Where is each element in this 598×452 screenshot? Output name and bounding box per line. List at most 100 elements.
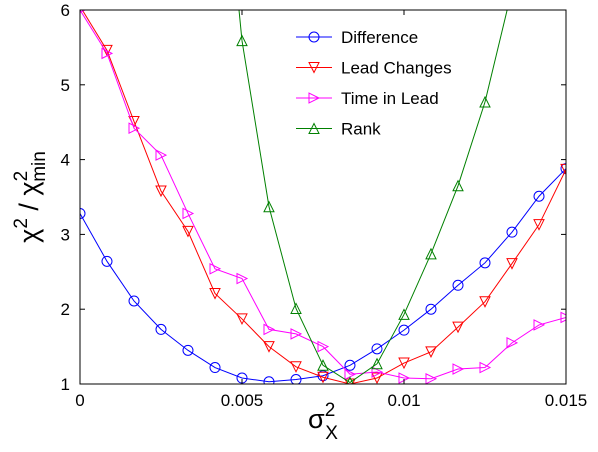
data-point	[182, 225, 194, 238]
data-point	[263, 376, 275, 384]
data-point	[101, 47, 114, 60]
data-point	[533, 319, 546, 331]
data-point	[263, 323, 276, 336]
data-point	[209, 362, 221, 374]
data-point	[80, 207, 86, 219]
data-point	[479, 95, 491, 108]
data-point	[452, 321, 464, 334]
data-point	[479, 361, 492, 374]
series-line	[80, 168, 566, 383]
legend: Difference Lead Changes Time in Lead Rank	[296, 28, 452, 139]
data-point	[533, 219, 545, 231]
data-point	[101, 44, 113, 57]
x-axis-title: σ2 X	[308, 400, 338, 444]
data-point	[155, 323, 167, 335]
data-point	[560, 163, 566, 175]
legend-label: Rank	[341, 120, 381, 139]
data-point	[182, 207, 195, 220]
data-point	[425, 372, 438, 384]
data-point	[317, 340, 330, 353]
data-point	[236, 34, 248, 47]
series-layer	[80, 10, 566, 384]
series-line	[241, 40, 486, 384]
x-tick-label: 0.01	[387, 391, 420, 410]
data-point	[506, 258, 518, 270]
data-point	[452, 179, 464, 192]
legend-label: Lead Changes	[341, 59, 452, 78]
data-point	[560, 311, 566, 324]
series-time-in-lead	[80, 10, 566, 384]
data-point	[506, 337, 519, 349]
y-tick-label: 3	[61, 225, 70, 244]
legend-label: Time in Lead	[341, 89, 439, 108]
y-tick-label: 2	[61, 300, 70, 319]
data-point	[560, 163, 566, 176]
data-point	[371, 343, 383, 355]
data-point	[263, 200, 275, 213]
legend-marker	[308, 31, 320, 43]
y-axis-title-num-base: χ	[14, 229, 44, 243]
data-point	[371, 357, 383, 370]
legend-item: Rank	[296, 120, 381, 139]
y-axis-title-den-sub: min	[29, 151, 50, 182]
series-rank	[236, 10, 508, 384]
series-difference	[80, 163, 566, 384]
y-axis-title-sep: /	[14, 196, 44, 219]
x-tick-label: 0.015	[545, 391, 588, 410]
data-point	[290, 302, 302, 314]
y-axis-title-den-base: χ	[14, 181, 44, 195]
data-point	[263, 341, 275, 353]
legend-marker	[308, 92, 321, 104]
data-point	[452, 363, 465, 375]
y-axis-title-den-sup: 2	[11, 171, 32, 182]
data-point	[506, 226, 518, 238]
y-axis-title: χ2 / χ2min	[11, 151, 50, 243]
data-point	[371, 372, 383, 384]
data-point	[317, 371, 329, 384]
data-point	[128, 295, 140, 307]
data-point	[101, 255, 113, 267]
data-point	[290, 361, 302, 373]
data-point	[317, 359, 329, 371]
data-point	[209, 262, 222, 275]
data-point	[425, 303, 437, 315]
data-point	[128, 122, 141, 134]
legend-marker	[308, 62, 320, 74]
data-point	[290, 328, 303, 340]
data-point	[346, 376, 354, 384]
data-point	[479, 257, 491, 269]
data-point	[344, 359, 356, 371]
data-point	[344, 378, 356, 384]
data-point	[479, 296, 491, 308]
series-line-extension	[238, 10, 243, 41]
data-point	[182, 344, 194, 356]
y-tick-label: 1	[61, 375, 70, 394]
y-tick-label: 4	[61, 151, 70, 170]
series-line-extension	[484, 10, 508, 103]
x-tick-label: 0.005	[221, 391, 264, 410]
y-tick-label: 6	[61, 1, 70, 20]
x-axis-title-sub: X	[325, 423, 338, 444]
y-tick-label: 5	[61, 76, 70, 95]
data-point	[155, 185, 167, 198]
data-point	[290, 374, 302, 384]
data-point	[398, 308, 410, 320]
data-point	[533, 190, 545, 202]
legend-label: Difference	[341, 28, 418, 47]
data-point	[425, 247, 437, 260]
x-axis-title-base: σ	[308, 404, 325, 434]
x-axis-title-sup: 2	[325, 400, 336, 421]
plot-area-frame	[79, 9, 567, 385]
x-tick-label: 0	[75, 391, 84, 410]
data-point	[398, 324, 410, 336]
legend-marker	[308, 122, 320, 134]
y-axis-title-num-sup: 2	[11, 218, 32, 229]
data-point	[371, 366, 384, 378]
data-point	[209, 287, 221, 300]
data-point	[452, 279, 464, 291]
series-line	[80, 10, 566, 380]
legend-item: Time in Lead	[296, 89, 439, 108]
series-lead-changes	[80, 10, 566, 384]
data-point	[236, 272, 249, 285]
